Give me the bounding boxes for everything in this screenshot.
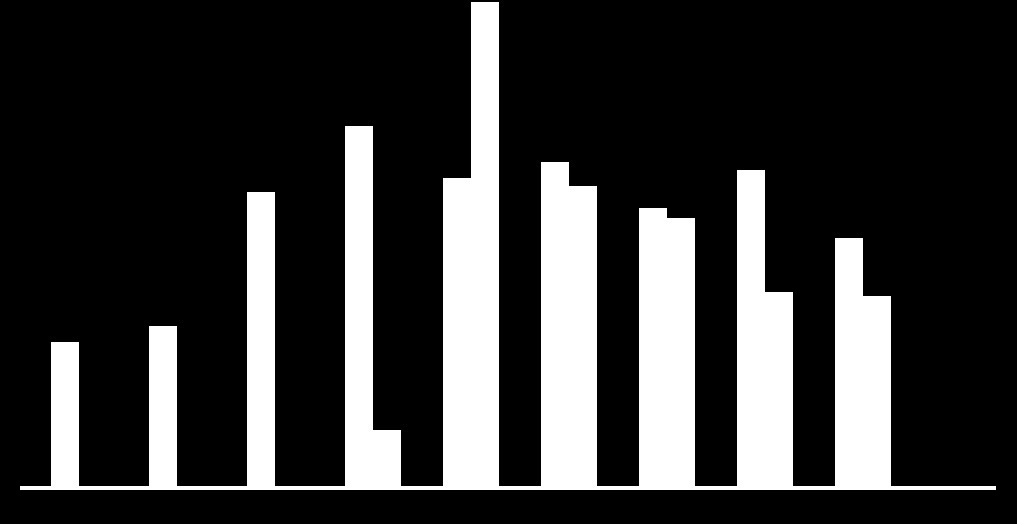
bar-5-0 [541,162,569,486]
bar-6-0 [639,208,667,486]
bar-6-1 [667,218,695,486]
bar-2-0 [247,192,275,486]
bar-0-0 [51,342,79,486]
bar-4-0 [443,178,471,486]
bar-5-1 [569,186,597,486]
bar-1-0 [149,326,177,486]
bar-chart [0,0,1017,524]
bar-7-0 [737,170,765,486]
bar-3-1 [373,430,401,486]
bar-4-1 [471,2,499,486]
bar-8-0 [835,238,863,486]
chart-baseline [20,486,996,490]
bar-3-0 [345,126,373,486]
bar-7-1 [765,292,793,486]
bar-8-1 [863,296,891,486]
